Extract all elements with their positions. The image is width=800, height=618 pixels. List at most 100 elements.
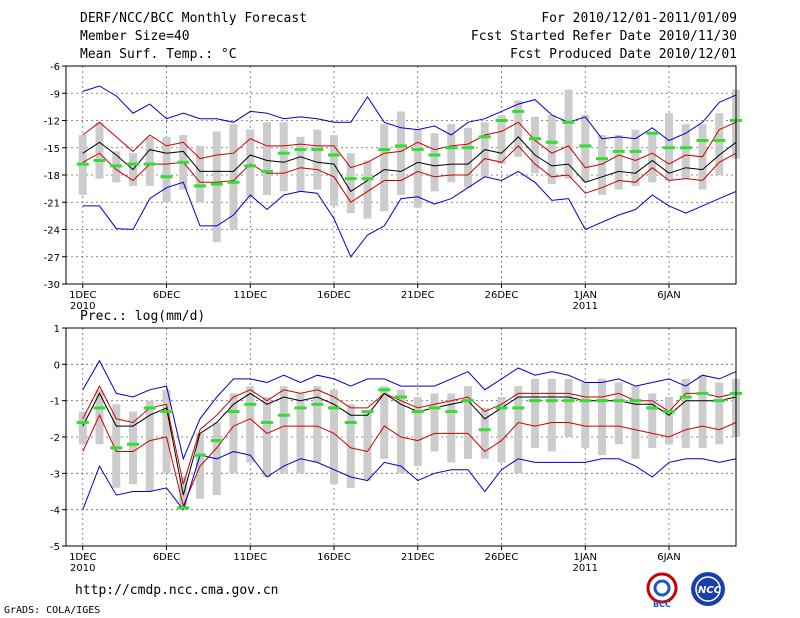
panel1-box-35: [648, 131, 657, 183]
panel2-median-mark-37: [679, 395, 692, 399]
panel1-x-tick-label: 26DEC: [485, 290, 519, 301]
panel2-box-16: [330, 389, 338, 485]
panel1-median-mark-20: [395, 144, 407, 148]
panel1-median-mark-32: [596, 157, 608, 161]
panel1-box-34: [631, 129, 640, 186]
precip-label: Prec.: log(mm/d): [80, 309, 206, 324]
panel2-x-tick-label: 1JAN: [574, 552, 597, 563]
panel2-x-tick-label: 6DEC: [153, 552, 180, 563]
panel2-box-11: [246, 386, 255, 463]
forecast-range: For 2010/12/01-2011/01/09: [541, 11, 737, 26]
panel1-box-12: [263, 122, 271, 195]
panel1-box-37: [681, 124, 690, 179]
panel1-median-mark-2: [93, 158, 106, 162]
panel1-box-20: [397, 111, 405, 195]
panel1-median-mark-34: [629, 149, 642, 153]
panel1-median-mark-28: [529, 137, 541, 141]
panel1-box-16: [330, 135, 338, 206]
panel2-box-29: [547, 378, 556, 452]
panel2-x-tick-label: 16DEC: [317, 552, 351, 563]
panel2-median-mark-14: [294, 406, 307, 410]
panel2-median-mark-34: [629, 399, 642, 403]
panel1-box-11: [246, 129, 255, 197]
panel1-box-23: [447, 124, 456, 183]
panel2-median-mark-5: [143, 406, 156, 410]
panel2-median-mark-16: [328, 406, 340, 410]
panel2-box-24: [464, 386, 472, 459]
panel1-median-mark-21: [411, 148, 424, 152]
panel1-y-tick-label: -9: [50, 89, 60, 100]
panel2-y-tick-label: -2: [50, 433, 60, 444]
panel2-x-tick-label: 1DEC: [69, 552, 96, 563]
panel1-median-mark-15: [311, 148, 324, 152]
panel1-median-mark-19: [378, 148, 391, 152]
panel2-box-31: [581, 382, 590, 448]
panel1-y-tick-label: -30: [44, 280, 60, 291]
panel1-x-tick-label: 11DEC: [233, 290, 267, 301]
panel1-y-tick-label: -27: [44, 253, 60, 264]
panel2-box-1: [78, 411, 87, 445]
panel1-x-tick-sublabel: 2010: [70, 301, 95, 312]
panel1-box-2: [95, 122, 104, 179]
panel1-median-mark-38: [696, 138, 709, 142]
panel2-median-mark-7: [177, 506, 190, 510]
panel1-median-mark-18: [361, 177, 374, 181]
panel2-median-mark-8: [194, 453, 206, 457]
panel2-box-23: [447, 393, 456, 463]
panel2-median-mark-1: [76, 420, 89, 424]
panel2-box-39: [715, 382, 724, 445]
panel2-box-35: [648, 393, 657, 448]
grads-credit: GrADS: COLA/IGES: [4, 605, 101, 616]
panel2-series-min: [82, 450, 737, 511]
panel1-median-mark-22: [428, 153, 441, 157]
panel2-median-mark-28: [529, 399, 541, 403]
panel1-box-22: [430, 133, 439, 192]
panel2-x-tick-sublabel: 2010: [70, 563, 95, 574]
panel1-series-min: [82, 170, 737, 258]
panel1-box-5: [145, 136, 154, 186]
panel2-median-mark-36: [663, 410, 675, 414]
panel1-median-mark-23: [445, 146, 458, 150]
panel2-box-26: [497, 397, 506, 463]
panel1-box-29: [547, 115, 556, 185]
panel1-median-mark-29: [545, 140, 558, 144]
panel1-median-mark-33: [612, 149, 625, 153]
panel2-median-mark-27: [512, 406, 525, 410]
panel2-box-14: [296, 393, 305, 474]
panel2-median-mark-17: [344, 420, 357, 424]
source-url[interactable]: http://cmdp.ncc.cma.gov.cn: [75, 583, 279, 598]
panel1-box-18: [363, 160, 372, 219]
panel2-box-33: [614, 382, 623, 445]
panel2-median-mark-38: [696, 391, 709, 395]
variable-label: Mean Surf. Temp.: °C: [80, 47, 237, 62]
panel1-series-lower: [82, 145, 737, 203]
panel2-median-mark-25: [478, 428, 491, 432]
bcc-logo: BCC: [646, 572, 678, 609]
chart-title: DERF/NCC/BCC Monthly Forecast: [80, 11, 307, 26]
panel1-box-6: [162, 136, 171, 203]
panel1-box-17: [346, 153, 355, 214]
panel2-median-mark-33: [612, 399, 625, 403]
panel2-frame: [65, 327, 737, 547]
panel2-box-28: [531, 378, 539, 448]
panel2-median-mark-9: [210, 439, 223, 443]
panel2-box-15: [313, 386, 322, 463]
panel1-median-mark-31: [579, 144, 592, 148]
panel2-box-30: [564, 378, 573, 437]
panel2-box-25: [480, 407, 489, 459]
panel2-median-mark-15: [311, 402, 324, 406]
panel1-median-mark-1: [76, 162, 89, 166]
panel2-box-12: [263, 397, 271, 477]
panel1-box-31: [581, 115, 590, 183]
panel2-y-tick-label: 1: [54, 324, 60, 335]
panel1-box-30: [564, 89, 573, 179]
panel1-box-24: [464, 127, 472, 188]
panel1-median-mark-37: [679, 146, 692, 150]
panel1-box-27: [514, 100, 523, 157]
panel1-median-mark-26: [495, 119, 508, 122]
panel1-y-tick-label: -6: [50, 62, 60, 73]
panel1-median-mark-11: [244, 164, 257, 168]
panel1-median-mark-12: [261, 169, 273, 173]
